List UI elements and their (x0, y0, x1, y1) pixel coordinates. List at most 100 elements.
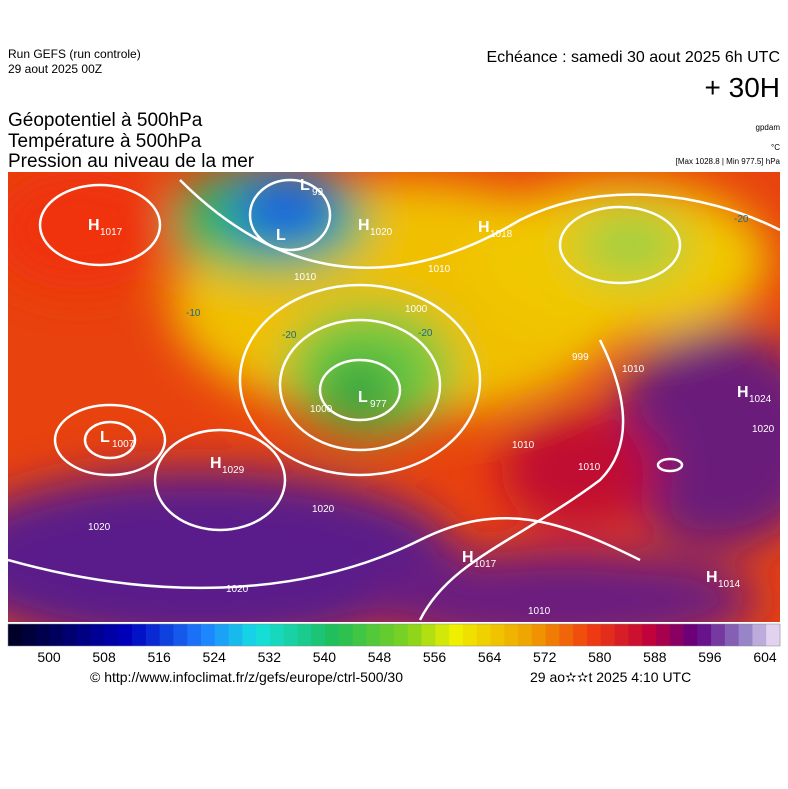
valid-time: Echéance : samedi 30 aout 2025 6h UTC (486, 49, 780, 66)
colorbar-cell (49, 624, 64, 646)
center-value: 1014 (718, 579, 741, 590)
field: Pression au niveau de la mer (8, 151, 255, 172)
colorbar-cell (642, 624, 657, 646)
colorbar-cell (421, 624, 436, 646)
colorbar-cell (173, 624, 188, 646)
center-kind: H (462, 549, 474, 566)
colorbar-cell (380, 624, 395, 646)
colorbar-cell (462, 624, 478, 646)
unit: °C (771, 143, 780, 152)
isobar-label: 1010 (428, 264, 451, 275)
colorbar-tick-label: 564 (478, 649, 502, 665)
colorbar-cell (655, 624, 671, 646)
temperature-label: -10 (186, 308, 201, 319)
isobar-label: 1010 (622, 364, 645, 375)
colorbar-cell (683, 624, 698, 646)
run: Run GEFS (run controle) (8, 47, 141, 61)
colorbar-cell (545, 624, 560, 646)
isobar-label: 1020 (312, 504, 335, 515)
colorbar-cell (283, 624, 298, 646)
center-value: 1020 (370, 227, 393, 238)
colorbar-cell (366, 624, 381, 646)
colorbar-cell (697, 624, 712, 646)
isobar-label: 1020 (226, 584, 249, 595)
colorbar-cell (766, 624, 781, 646)
isobar-label: 1020 (752, 424, 775, 435)
field: Température à 500hPa (8, 131, 202, 152)
lead-time: + 30H (705, 72, 781, 103)
colorbar-cell (407, 624, 423, 646)
colorbar-cell (242, 624, 257, 646)
center-value: 1017 (474, 559, 497, 570)
colorbar-tick-label: 516 (147, 649, 171, 665)
colorbar-cell (600, 624, 616, 646)
center-value: 1018 (490, 229, 513, 240)
timestamp: 29 ao✫✫t 2025 4:10 UTC (530, 669, 691, 685)
center-value: 977 (370, 399, 387, 410)
colorbar-cell (35, 624, 50, 646)
isobar-label: 1000 (405, 304, 428, 315)
isobar-label: 1000 (310, 404, 333, 415)
center-kind: H (88, 217, 100, 234)
colorbar-cell (490, 624, 505, 646)
colorbar-cell (118, 624, 133, 646)
colorbar-cell (104, 624, 119, 646)
unit: gpdam (756, 123, 781, 132)
colorbar-cell (669, 624, 684, 646)
center-kind: H (210, 455, 222, 472)
colorbar-cell (476, 624, 491, 646)
colorbar-cell (352, 624, 367, 646)
center-value: 1029 (222, 465, 245, 476)
colorbar-cell (587, 624, 602, 646)
colorbar-cell (214, 624, 230, 646)
colorbar-frame (7, 623, 781, 647)
colorbar-tick-label: 596 (698, 649, 722, 665)
isobar-label: 999 (572, 352, 589, 363)
center-value: 99 (312, 187, 324, 198)
temperature-label: -20 (418, 328, 433, 339)
center-kind: L (100, 429, 110, 446)
colorbar-tick-label: 524 (203, 649, 227, 665)
colorbar-cell (132, 624, 147, 646)
center-kind: H (706, 569, 718, 586)
colorbar-cell (228, 624, 243, 646)
colorbar-tick-label: 588 (643, 649, 667, 665)
center-value: 1007 (112, 439, 135, 450)
source: © http://www.infoclimat.fr/z/gefs/europe… (90, 669, 403, 685)
isobar-label: 1020 (88, 522, 111, 533)
center-value: 1017 (100, 227, 123, 238)
colorbar-cell (21, 624, 37, 646)
colorbar-tick-label: 532 (258, 649, 282, 665)
map (8, 172, 780, 622)
colorbar-cell (559, 624, 574, 646)
colorbar-cell (159, 624, 174, 646)
colorbar-cell (311, 624, 326, 646)
colorbar: 500 508 516 524 532 540 548 556 564 572 580 588 596 6… (7, 623, 781, 665)
center-kind: L (300, 177, 310, 194)
temperature-label: -20 (282, 330, 297, 341)
center-kind: L (358, 389, 368, 406)
colorbar-tick-label: 540 (313, 649, 337, 665)
colorbar-cell (518, 624, 533, 646)
field: Géopotentiel à 500hPa (8, 110, 203, 131)
colorbar-cell (435, 624, 450, 646)
colorbar-cell (504, 624, 519, 646)
colorbar-cell (63, 624, 78, 646)
colorbar-cell (531, 624, 547, 646)
colorbar-tick-label: 580 (588, 649, 612, 665)
temperature-label: -20 (734, 214, 749, 225)
colorbar-tick-label: 572 (533, 649, 557, 665)
colorbar-cell (752, 624, 767, 646)
colorbar-cell (297, 624, 312, 646)
isobar-label: 1010 (528, 606, 551, 617)
isobar-label: 1010 (512, 440, 535, 451)
colorbar-cell (256, 624, 271, 646)
isobar-label: 1010 (578, 462, 601, 473)
colorbar-tick-label: 508 (92, 649, 116, 665)
colorbar-cell (338, 624, 354, 646)
colorbar-cell (325, 624, 340, 646)
colorbar-tick-label: 500 (37, 649, 61, 665)
colorbar-cell (8, 624, 23, 646)
colorbar-cell (90, 624, 105, 646)
